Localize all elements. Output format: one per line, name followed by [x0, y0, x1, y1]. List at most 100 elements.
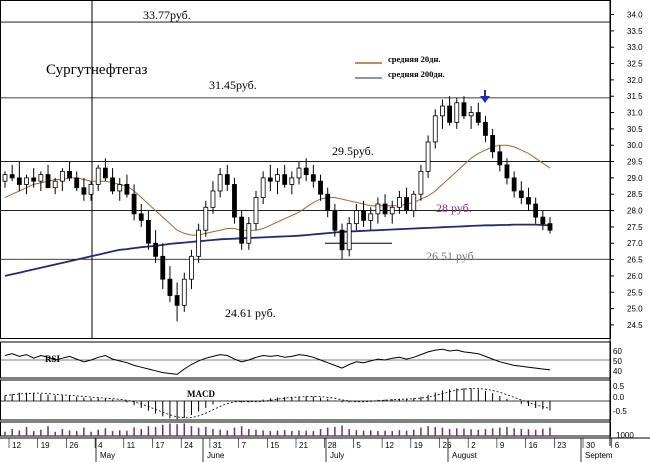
- x-month-label: August: [452, 451, 478, 460]
- down-arrow-icon: [480, 90, 490, 103]
- candle-body: [375, 203, 381, 215]
- legend-label-ma200: средняя 200дн.: [388, 69, 445, 79]
- candle-body: [389, 206, 395, 215]
- x-day-label: 30: [586, 441, 595, 450]
- macd-tick-pos: 0.5: [613, 382, 625, 391]
- candle-body: [490, 135, 496, 153]
- candle-body: [447, 105, 453, 123]
- x-day-label: 4: [98, 441, 103, 450]
- candle-body: [24, 177, 29, 185]
- candle-body: [296, 167, 302, 179]
- ma200-line: [4, 223, 551, 277]
- indicator-panels: [0, 341, 611, 437]
- candle-body: [397, 197, 402, 208]
- candle-body: [189, 255, 194, 280]
- x-day-label: 31: [213, 441, 222, 450]
- x-day-label: 16: [529, 441, 538, 450]
- level-label-295: 29.5руб.: [332, 144, 374, 158]
- candle-body: [547, 223, 553, 231]
- x-day-label: 23: [557, 441, 566, 450]
- candle-body: [16, 177, 22, 185]
- candle-body: [2, 174, 8, 182]
- candle-body: [153, 242, 158, 257]
- candle-body: [526, 197, 531, 205]
- x-day-label: 17: [156, 441, 165, 450]
- y-tick-label: 28.5: [627, 190, 643, 199]
- x-day-label: 11: [127, 441, 136, 450]
- candle-body: [339, 229, 345, 251]
- x-day-label: 28: [328, 441, 337, 450]
- candle-body: [310, 174, 316, 182]
- candle-body: [432, 115, 438, 143]
- candle-body: [59, 170, 65, 182]
- candle-body: [196, 229, 202, 257]
- candle-body: [353, 210, 359, 225]
- candle-body: [167, 278, 173, 296]
- candle-body: [440, 105, 445, 117]
- x-day-label: 12: [385, 441, 394, 450]
- y-tick-label: 32.0: [627, 76, 643, 85]
- x-month-label: June: [207, 451, 225, 460]
- candle-body: [146, 219, 151, 244]
- volume-tick: 1000: [616, 431, 634, 440]
- candle-body: [511, 177, 517, 192]
- candle-body: [260, 177, 266, 198]
- y-tick-label: 31.5: [627, 92, 643, 101]
- candle-body: [368, 213, 374, 221]
- y-tick-label: 27.5: [627, 223, 643, 232]
- candle-body: [504, 164, 510, 179]
- y-tick-label: 30.0: [627, 141, 643, 150]
- candle-body: [497, 151, 503, 166]
- x-day-label: 15: [270, 441, 279, 450]
- x-day-label: 9: [500, 441, 505, 450]
- legend: средняя 20дн. средняя 200дн.: [355, 54, 445, 79]
- candle-body: [267, 177, 273, 182]
- candle-body: [303, 167, 309, 176]
- y-tick-label: 34.0: [627, 11, 643, 20]
- level-label-3145: 31.45руб.: [209, 78, 257, 92]
- candle-body: [325, 193, 331, 211]
- x-day-label: 21: [299, 441, 308, 450]
- candle-body: [131, 193, 137, 215]
- y-tick-label: 27.0: [627, 239, 643, 248]
- level-label-2461: 24.61 руб.: [225, 306, 276, 320]
- candle-body: [74, 177, 80, 189]
- x-day-label: 12: [12, 441, 21, 450]
- level-label-3377: 33.77руб.: [143, 8, 191, 22]
- macd-tick-zero: 0.0: [613, 393, 625, 402]
- candle-body: [404, 197, 409, 211]
- candle-body: [361, 210, 366, 221]
- candle-body: [138, 213, 144, 221]
- candle-body: [318, 180, 323, 195]
- candle-body: [181, 278, 187, 306]
- x-day-label: 6: [615, 441, 620, 450]
- candle-body: [454, 102, 460, 123]
- candle-body: [282, 174, 288, 185]
- chart-title: Сургутнефтегаз: [46, 62, 147, 78]
- rsi-tick-50: 50: [613, 357, 622, 366]
- candle-body: [9, 174, 15, 179]
- candle-body: [174, 295, 180, 306]
- candle-body: [425, 141, 431, 172]
- y-tick-label: 26.5: [627, 256, 643, 265]
- legend-label-ma20: средняя 20дн.: [388, 54, 441, 64]
- y-tick-label: 25.0: [627, 305, 643, 314]
- y-tick-label: 31.0: [627, 109, 643, 118]
- candle-body: [332, 210, 338, 231]
- candle-body: [124, 184, 130, 195]
- candle-body: [117, 184, 123, 192]
- candle-body: [475, 112, 481, 123]
- candle-body: [45, 174, 51, 189]
- y-tick-label: 24.5: [627, 321, 643, 330]
- y-tick-label: 33.0: [627, 43, 643, 52]
- candle-body: [289, 177, 295, 185]
- level-lines: [0, 21, 610, 260]
- candle-body: [67, 170, 72, 179]
- level-label-28: 28 руб.: [436, 201, 472, 215]
- candle-body: [346, 223, 352, 251]
- candle-body: [275, 174, 280, 182]
- candle-body: [217, 174, 223, 192]
- x-month-label: May: [100, 451, 115, 460]
- x-day-label: 19: [41, 441, 50, 450]
